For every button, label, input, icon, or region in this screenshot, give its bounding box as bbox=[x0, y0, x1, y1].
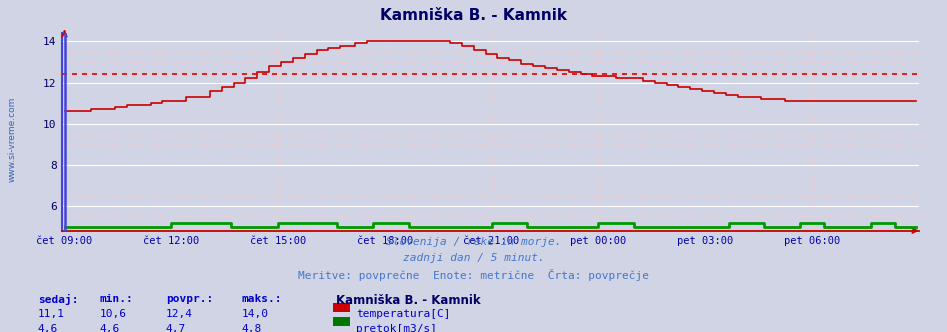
Text: sedaj:: sedaj: bbox=[38, 294, 79, 305]
Text: Slovenija / reke in morje.: Slovenija / reke in morje. bbox=[385, 237, 562, 247]
Text: 11,1: 11,1 bbox=[38, 309, 65, 319]
Text: 10,6: 10,6 bbox=[99, 309, 127, 319]
Text: 12,4: 12,4 bbox=[166, 309, 193, 319]
Text: www.si-vreme.com: www.si-vreme.com bbox=[8, 97, 17, 182]
Text: temperatura[C]: temperatura[C] bbox=[356, 309, 451, 319]
Text: 4,7: 4,7 bbox=[166, 324, 186, 332]
Text: min.:: min.: bbox=[99, 294, 134, 304]
Text: Kamniška B. - Kamnik: Kamniška B. - Kamnik bbox=[380, 8, 567, 23]
Text: 4,6: 4,6 bbox=[99, 324, 119, 332]
Text: Meritve: povprečne  Enote: metrične  Črta: povprečje: Meritve: povprečne Enote: metrične Črta:… bbox=[298, 269, 649, 281]
Text: povpr.:: povpr.: bbox=[166, 294, 213, 304]
Text: 14,0: 14,0 bbox=[241, 309, 269, 319]
Text: zadnji dan / 5 minut.: zadnji dan / 5 minut. bbox=[402, 253, 545, 263]
Text: Kamniška B. - Kamnik: Kamniška B. - Kamnik bbox=[336, 294, 481, 307]
Text: pretok[m3/s]: pretok[m3/s] bbox=[356, 324, 438, 332]
Text: 4,8: 4,8 bbox=[241, 324, 261, 332]
Text: 4,6: 4,6 bbox=[38, 324, 58, 332]
Text: maks.:: maks.: bbox=[241, 294, 282, 304]
